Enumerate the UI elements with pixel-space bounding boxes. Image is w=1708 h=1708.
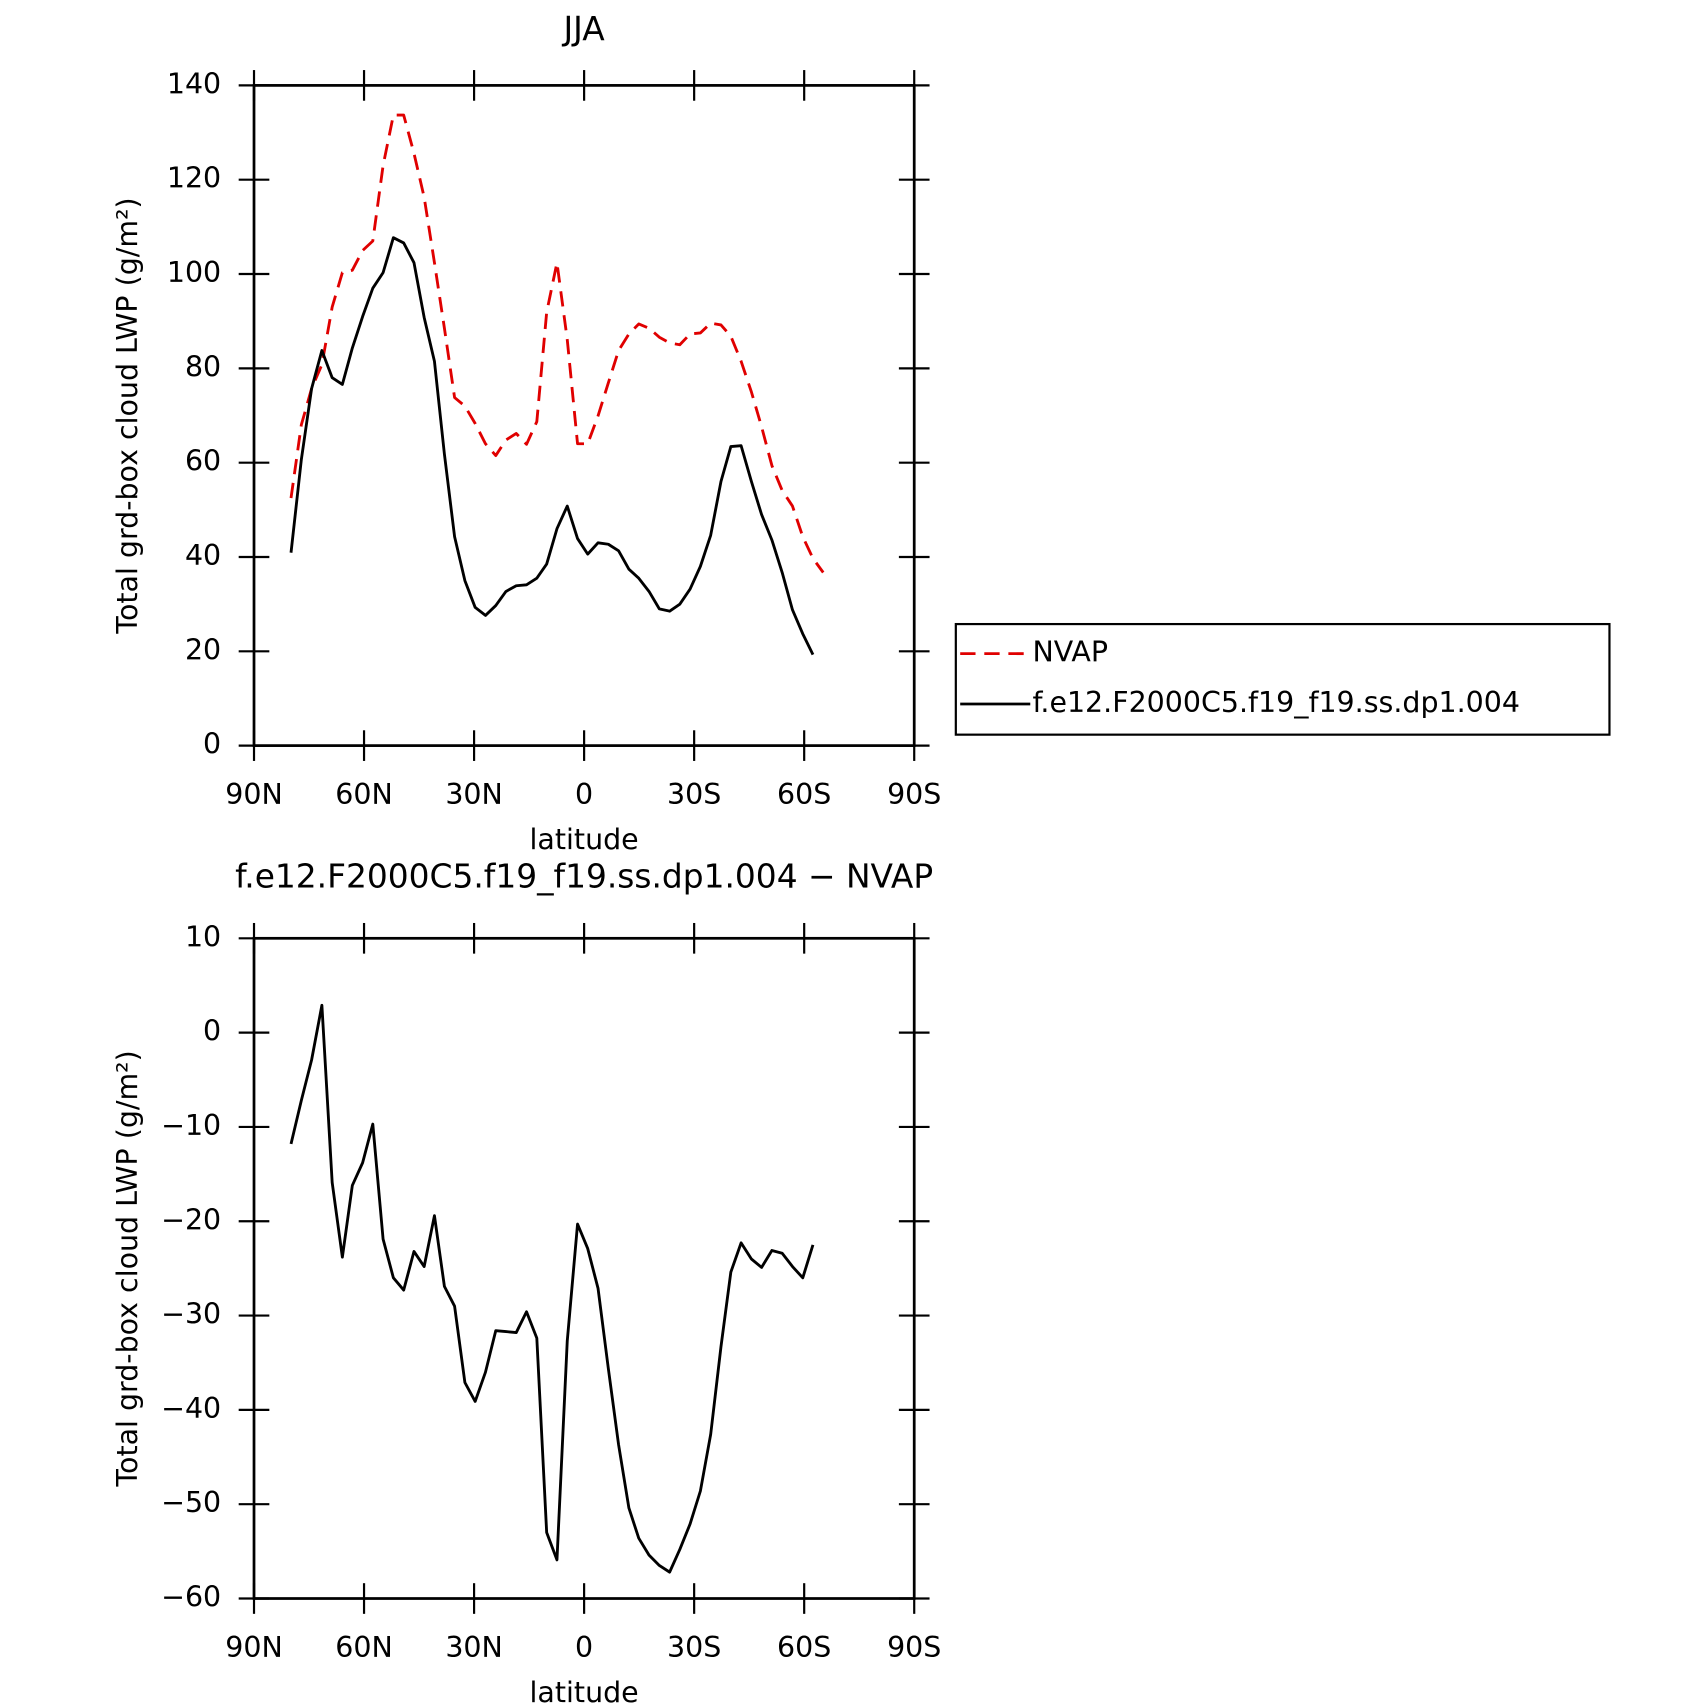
- x-tick-label: 30N: [445, 1631, 503, 1664]
- y-axis-label: Total grd-box cloud LWP (g/m²): [111, 197, 144, 634]
- y-tick-label: −10: [161, 1109, 221, 1142]
- x-tick-label: 30S: [667, 1631, 721, 1664]
- x-tick-label: 60S: [777, 1631, 831, 1664]
- x-tick-label: 0: [575, 778, 593, 811]
- x-tick-label: 0: [575, 1631, 593, 1664]
- legend-label: NVAP: [1032, 636, 1108, 669]
- y-tick-label: −40: [161, 1392, 221, 1425]
- y-tick-label: 100: [167, 256, 221, 289]
- data-line: [289, 113, 825, 574]
- chart-title: f.e12.F2000C5.f19_f19.ss.dp1.004 − NVAP: [235, 858, 933, 896]
- chart-title: JJA: [561, 10, 605, 48]
- x-tick-label: 90S: [887, 778, 941, 811]
- y-tick-label: 80: [185, 350, 221, 383]
- y-tick-label: 120: [167, 162, 221, 195]
- y-tick-label: 40: [185, 539, 221, 572]
- data-line: [289, 236, 815, 656]
- x-tick-label: 60N: [335, 1631, 393, 1664]
- legend-box: [954, 622, 1611, 736]
- y-tick-label: 10: [185, 920, 221, 953]
- x-tick-label: 30S: [667, 778, 721, 811]
- x-tick-label: 60N: [335, 778, 393, 811]
- y-tick-label: 60: [185, 445, 221, 478]
- y-tick-label: 0: [203, 1015, 221, 1048]
- legend-label: f.e12.F2000C5.f19_f19.ss.dp1.004: [1032, 686, 1520, 719]
- y-tick-label: −50: [161, 1486, 221, 1519]
- y-tick-label: −30: [161, 1298, 221, 1331]
- x-tick-label: 90S: [887, 1631, 941, 1664]
- y-tick-label: −20: [161, 1203, 221, 1236]
- x-tick-label: 90N: [225, 778, 282, 811]
- plot-frame: [252, 84, 916, 747]
- x-tick-label: 90N: [225, 1631, 282, 1664]
- data-line: [289, 1003, 815, 1574]
- y-tick-label: 0: [203, 728, 221, 761]
- x-tick-label: 60S: [777, 778, 831, 811]
- y-axis-label: Total grd-box cloud LWP (g/m²): [111, 1050, 144, 1487]
- x-tick-label: 30N: [445, 778, 503, 811]
- x-axis-label: latitude: [530, 1676, 639, 1708]
- plot-frame: [252, 936, 916, 1600]
- x-axis-label: latitude: [530, 823, 639, 856]
- y-tick-label: −60: [161, 1581, 221, 1614]
- y-tick-label: 20: [185, 633, 221, 666]
- y-tick-label: 140: [167, 67, 221, 100]
